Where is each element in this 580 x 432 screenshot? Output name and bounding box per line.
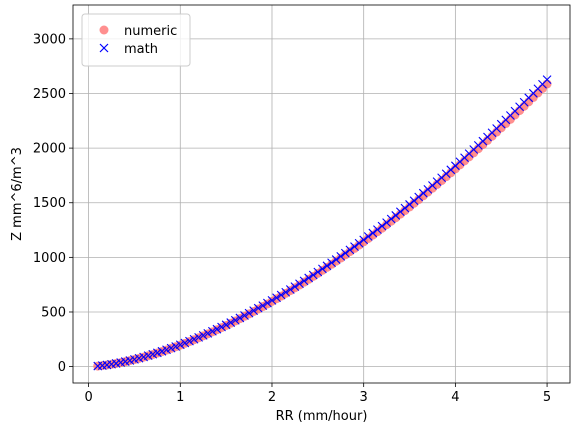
y-axis-label: Z mm^6/m^3 <box>10 147 25 241</box>
y-tick-label: 2500 <box>33 87 66 102</box>
x-tick-label: 3 <box>360 390 368 405</box>
math-point <box>166 343 176 353</box>
legend-math-label: math <box>124 42 158 57</box>
math-point <box>198 330 208 340</box>
legend-numeric-marker <box>99 25 109 35</box>
x-tick-label: 4 <box>451 390 459 405</box>
math-point <box>226 318 236 327</box>
x-axis-label: RR (mm/hour) <box>276 409 368 424</box>
math-point <box>217 322 226 332</box>
math-point <box>175 340 185 350</box>
math-point <box>308 270 318 280</box>
math-point <box>295 279 304 289</box>
legend-numeric-label: numeric <box>124 24 177 39</box>
math-point <box>276 290 286 300</box>
y-tick-label: 0 <box>58 360 66 375</box>
math-point <box>240 311 249 320</box>
math-point <box>185 336 194 346</box>
math-point <box>345 245 355 255</box>
x-tick-label: 1 <box>176 390 184 405</box>
y-tick-label: 2000 <box>33 142 66 157</box>
math-point <box>244 308 254 318</box>
math-point <box>285 285 295 294</box>
math-point <box>180 338 190 348</box>
math-point <box>400 203 410 213</box>
math-point <box>258 301 268 310</box>
math-point <box>207 326 217 336</box>
math-point <box>340 248 350 258</box>
math-point <box>221 320 231 330</box>
math-point <box>304 273 314 283</box>
math-point <box>354 238 364 248</box>
legend-math-marker <box>99 43 109 53</box>
math-point <box>336 251 346 261</box>
axis-ticks: 0 1 2 3 4 5 0 500 1000 1500 2000 2500 3000 <box>33 32 551 405</box>
series-math <box>93 75 552 371</box>
math-point <box>409 196 419 206</box>
legend: numeric math <box>81 13 191 67</box>
math-point <box>249 306 259 316</box>
y-tick-label: 3000 <box>33 32 66 47</box>
math-point <box>313 267 323 277</box>
math-point <box>290 282 300 292</box>
math-point <box>359 235 369 245</box>
math-point <box>194 332 204 342</box>
math-point <box>263 298 272 308</box>
math-point <box>542 75 552 85</box>
x-tick-label: 0 <box>84 390 92 405</box>
math-point <box>363 232 373 241</box>
math-point <box>322 261 332 271</box>
math-point <box>212 324 222 334</box>
y-tick-label: 1000 <box>33 251 66 266</box>
x-tick-label: 2 <box>268 390 276 405</box>
math-point <box>318 264 327 274</box>
grid-lines <box>73 5 570 383</box>
math-point <box>405 200 414 209</box>
y-tick-label: 500 <box>41 305 66 320</box>
plot-frame <box>72 4 571 384</box>
math-point <box>162 345 171 355</box>
math-point <box>386 214 396 224</box>
x-tick-label: 5 <box>543 390 551 405</box>
math-point <box>331 255 341 264</box>
math-point <box>382 218 391 227</box>
numeric-point <box>542 79 552 89</box>
math-point <box>189 334 199 344</box>
math-point <box>373 225 382 234</box>
math-point <box>377 221 387 231</box>
math-point <box>272 293 281 303</box>
math-point <box>395 207 405 217</box>
math-point <box>414 192 424 202</box>
math-point <box>157 346 167 356</box>
legend-box <box>81 13 191 67</box>
math-point <box>368 228 378 238</box>
math-point <box>203 328 213 338</box>
data-series <box>93 75 552 371</box>
y-tick-label: 1500 <box>33 196 66 211</box>
math-point <box>230 315 240 325</box>
math-point <box>299 276 309 286</box>
math-point <box>391 211 401 220</box>
math-point <box>235 313 245 323</box>
math-point <box>171 342 181 351</box>
math-point <box>253 303 263 313</box>
math-point <box>327 258 336 268</box>
math-point <box>350 242 359 251</box>
math-point <box>281 287 291 297</box>
math-point <box>267 295 277 305</box>
